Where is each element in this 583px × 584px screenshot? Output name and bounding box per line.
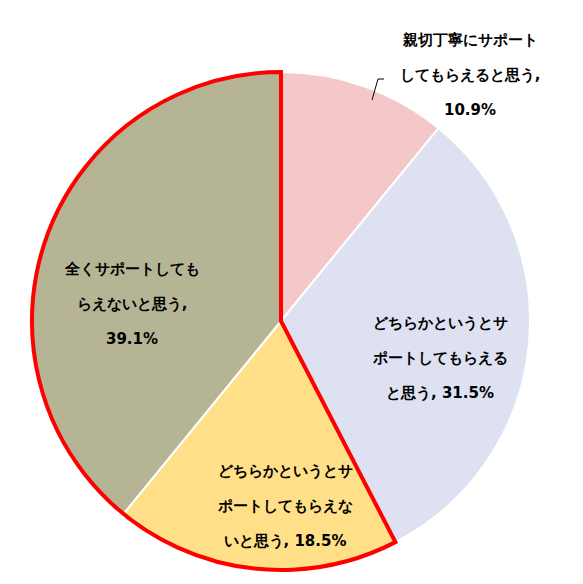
label-part: 39.1% [106, 330, 158, 348]
label-part: 18.5% [294, 532, 346, 550]
slice-label: 全くサポートしても [64, 260, 200, 278]
label-part: どちらかというとサ [218, 462, 353, 480]
label-part: 全くサポートしても [64, 260, 200, 278]
slice-label: してもらえると思う, [400, 66, 541, 84]
slice-label: どちらかというとサ [373, 314, 508, 332]
slices [32, 72, 530, 570]
slice-label: 10.9% [444, 101, 496, 119]
pie-chart: 親切丁寧にサポートしてもらえると思う,10.9%どちらかというとサポートしてもら… [0, 0, 583, 584]
label-part: 10.9% [444, 101, 496, 119]
label-part: 親切丁寧にサポート [402, 31, 538, 49]
label-part: 31.5% [442, 384, 494, 402]
label-part: ポートしてもらえな [217, 497, 353, 515]
slice-label: 親切丁寧にサポート [402, 31, 538, 49]
label-part: どちらかというとサ [373, 314, 508, 332]
highlight-outline [32, 72, 395, 570]
slice-label: ポートしてもらえる [372, 349, 508, 367]
slice-label: どちらかというとサ [218, 462, 353, 480]
chart-container: 親切丁寧にサポートしてもらえると思う,10.9%どちらかというとサポートしてもら… [0, 0, 583, 584]
label-part: と思う, [386, 384, 442, 402]
slice-label: と思う, 31.5% [386, 384, 494, 402]
data-labels: 親切丁寧にサポートしてもらえると思う,10.9%どちらかというとサポートしてもら… [64, 31, 541, 550]
slice-label: 39.1% [106, 330, 158, 348]
label-part: いと思う, [224, 532, 295, 550]
label-part: ポートしてもらえる [372, 349, 508, 367]
pie-slice [32, 72, 281, 514]
slice-label: らえないと思う, [77, 295, 188, 313]
leader-line [372, 79, 384, 100]
slice-label: ポートしてもらえな [217, 497, 353, 515]
slice-label: いと思う, 18.5% [224, 532, 347, 550]
label-part: らえないと思う, [77, 295, 188, 313]
label-part: してもらえると思う, [400, 66, 541, 84]
